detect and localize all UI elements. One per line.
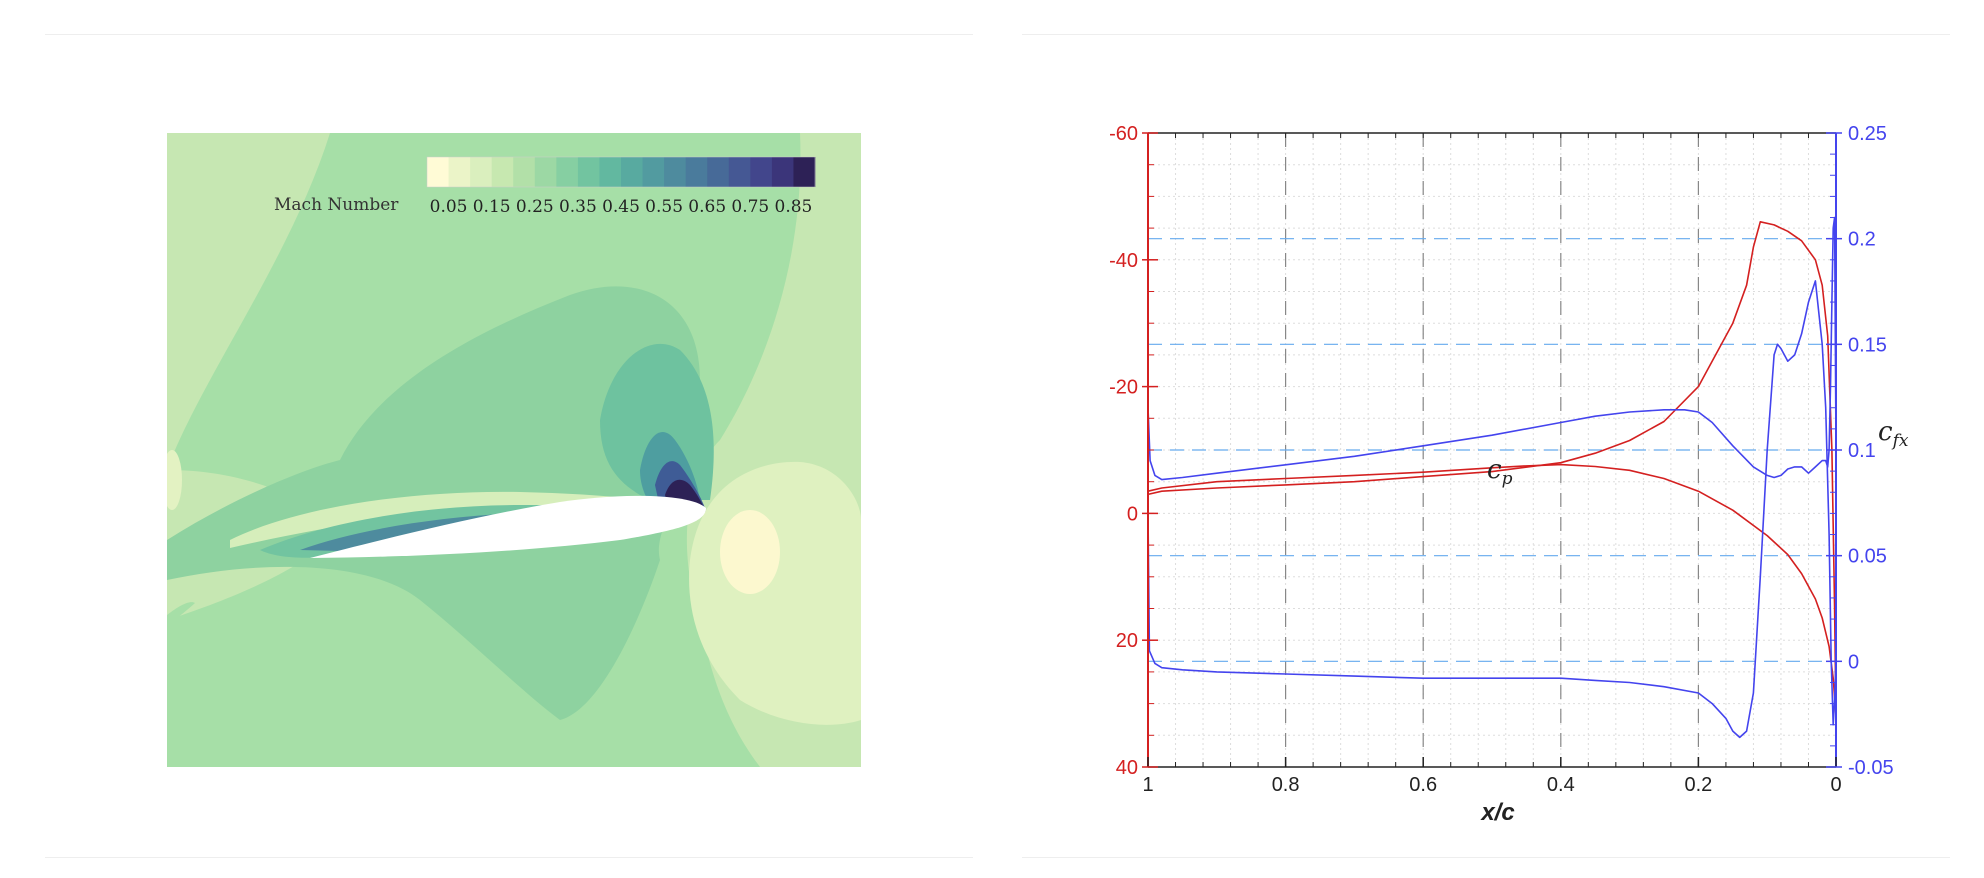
x-tick-label: 1 (1142, 774, 1153, 796)
colorbar-swatch (470, 157, 493, 187)
cf-series-line-3 (1147, 280, 1837, 739)
axes: 1 0.8 0.6 0.4 0.2 0 -60 -40 -20 0 20 40 0.25 0.2 0.15 0… (1109, 123, 1894, 796)
colorbar-tick-label: 0.75 (731, 197, 769, 217)
colorbar-swatch (556, 157, 579, 187)
x-axis-label: x/c (1479, 799, 1514, 826)
mach-contour-panel: 0.05 0.15 0.25 0.35 0.45 0.55 0.65 0.75 0.85 Mac… (0, 0, 992, 873)
y-right-tick-label: 0.25 (1848, 123, 1887, 145)
y-left-tick-label: -20 (1109, 377, 1138, 399)
colorbar-swatch (427, 157, 450, 187)
y-left-axis-label: cp (1487, 455, 1513, 489)
mach-contour-plot: 0.05 0.15 0.25 0.35 0.45 0.55 0.65 0.75 0.85 Mac… (167, 133, 861, 767)
mach-colorbar: 0.05 0.15 0.25 0.35 0.45 0.55 0.65 0.75 0.85 (426, 156, 816, 217)
y-right-tick-label: 0.15 (1848, 334, 1887, 356)
cp-series-line-1 (1147, 463, 1837, 717)
cp-cfx-chart: 1 0.8 0.6 0.4 0.2 0 -60 -40 -20 0 20 40 0.25 0.2 0.15 0… (1109, 123, 1909, 826)
colorbar-swatch (534, 157, 557, 187)
colorbar-tick-label: 0.45 (602, 197, 640, 217)
colorbar-swatch (599, 157, 622, 187)
series (1147, 216, 1837, 739)
colorbar-tick-label: 0.55 (645, 197, 683, 217)
y-left-tick-label: -40 (1109, 250, 1138, 272)
x-tick-label: 0.6 (1409, 774, 1437, 796)
cp-series-line-0 (1147, 221, 1837, 717)
y-right-tick-label: -0.05 (1848, 757, 1894, 779)
y-right-tick-label: 0.2 (1848, 229, 1876, 251)
colorbar-swatch (642, 157, 665, 187)
colorbar-swatch (621, 157, 644, 187)
colorbar-frame (426, 156, 816, 188)
colorbar-swatch (513, 157, 536, 187)
colorbar-swatch (664, 157, 687, 187)
y-left-tick-label: 40 (1116, 757, 1138, 779)
y-left-tick-label: 20 (1116, 630, 1138, 652)
y-right-tick-label: 0 (1848, 651, 1859, 673)
colorbar-tick-label: 0.85 (775, 197, 813, 217)
colorbar-swatch (793, 157, 816, 187)
colorbar-tick-label: 0.65 (688, 197, 726, 217)
x-tick-label: 0 (1830, 774, 1841, 796)
contour-field (167, 133, 861, 767)
colorbar-swatch (577, 157, 600, 187)
top-rule-left (45, 34, 973, 35)
cf-series-line-2 (1147, 216, 1837, 481)
bottom-rule-right (1022, 857, 1950, 858)
colorbar-swatch (685, 157, 708, 187)
colorbar-swatch (771, 157, 794, 187)
x-tick-label: 0.4 (1547, 774, 1575, 796)
colorbar-swatch (728, 157, 751, 187)
x-tick-label: 0.8 (1272, 774, 1300, 796)
airfoil (310, 495, 706, 558)
grid (1147, 132, 1837, 768)
y-right-tick-label: 0.05 (1848, 546, 1887, 568)
y-left-tick-label: -60 (1109, 123, 1138, 145)
colorbar-tick-label: 0.15 (473, 197, 511, 217)
bottom-rule-left (45, 857, 973, 858)
x-tick-label: 0.2 (1684, 774, 1712, 796)
colorbar-tick-label: 0.25 (516, 197, 554, 217)
cp-cfx-chart-panel: 1 0.8 0.6 0.4 0.2 0 -60 -40 -20 0 20 40 0.25 0.2 0.15 0… (992, 0, 1984, 873)
y-right-tick-label: 0.1 (1848, 440, 1876, 462)
colorbar-tick-label: 0.35 (559, 197, 597, 217)
colorbar-swatch (750, 157, 773, 187)
y-left-tick-label: 0 (1127, 503, 1138, 525)
colorbar-title: Mach Number (274, 195, 399, 215)
top-rule-right (1022, 34, 1950, 35)
colorbar-swatch (707, 157, 730, 187)
y-right-axis-label: cfx (1878, 417, 1909, 451)
colorbar-swatch (448, 157, 471, 187)
colorbar-tick-label: 0.05 (430, 197, 468, 217)
colorbar-swatch (491, 157, 514, 187)
